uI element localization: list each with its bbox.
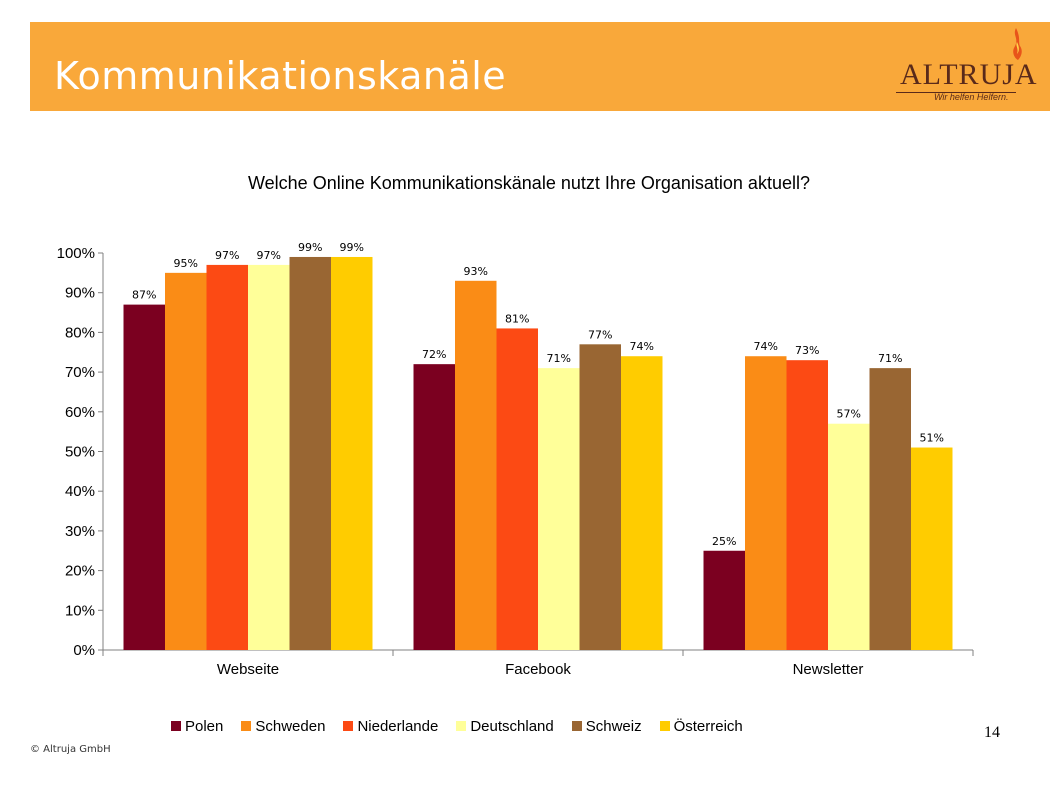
legend-swatch [343,721,354,731]
legend-label: Niederlande [357,717,439,735]
y-tick-label: 30% [65,523,95,540]
data-label: 97% [257,249,281,262]
legend-swatch [571,721,582,731]
data-label: 73% [795,344,819,357]
bar [703,550,745,650]
chart-legend: Polen Schweden Niederlande Deutschland Schwe… [171,716,761,736]
y-tick-label: 100% [57,245,95,262]
y-tick-label: 70% [65,364,95,381]
legend-item: Österreich [659,717,743,735]
legend-label: Schweden [255,717,326,735]
data-label: 95% [174,257,198,270]
data-label: 77% [588,328,612,341]
legend-swatch [241,721,252,731]
bar [413,364,455,650]
bar [911,447,953,650]
data-label: 74% [754,340,778,353]
y-tick-label: 10% [65,602,95,619]
y-tick-label: 60% [65,404,95,421]
data-label: 72% [422,348,446,361]
legend-label: Polen [185,717,224,735]
x-tick-label: Newsletter [793,661,864,678]
data-label: 74% [630,340,654,353]
y-tick-label: 80% [65,324,95,341]
logo-divider [896,92,1016,93]
y-tick-label: 40% [65,483,95,500]
logo-name: ALTRUJA [900,58,1038,91]
bar [745,356,787,650]
legend-swatch [456,721,467,731]
chart-title: Welche Online Kommunikationskänale nutzt… [248,173,810,193]
bar [869,368,911,650]
bar [289,256,331,650]
legend-item: Deutschland [456,717,554,735]
bar [538,368,580,650]
bar [579,344,621,650]
bar [455,280,497,650]
bar [206,264,248,650]
bar [828,423,870,650]
bar [786,360,828,650]
data-label: 71% [878,352,902,365]
legend-item: Polen [171,718,223,735]
legend-item: Niederlande [343,718,438,735]
copyright-text: © Altruja GmbH [30,744,111,755]
y-tick-label: 50% [65,444,95,461]
data-label: 71% [547,352,571,365]
legend-item: Schweiz [571,717,642,735]
bar [123,304,165,650]
bar [248,264,290,650]
bar-chart: 0% 10% 20% 30% 40% 50% 60% 70% 80% 90% 100% Webseit… [57,241,974,678]
bar [621,356,663,650]
legend-swatch [659,721,670,731]
bar [165,272,207,650]
data-label: 57% [837,408,861,421]
legend-label: Schweiz [585,717,642,735]
legend-swatch [171,721,181,731]
y-tick-label: 20% [65,563,95,580]
flame-icon [1013,28,1022,60]
data-label: 87% [132,289,156,302]
data-label: 97% [215,249,239,262]
y-tick-label: 90% [65,285,95,302]
legend-item: Schweden [241,718,325,735]
altruja-logo: ALTRUJA Wir helfen Helfern. [892,28,1037,108]
x-tick-label: Facebook [505,661,571,678]
x-tick-label: Webseite [217,661,279,678]
data-label: 93% [464,265,488,278]
page-number: 14 [984,724,1000,741]
bar [331,256,373,650]
bar [496,328,538,650]
data-label: 99% [340,241,364,254]
y-tick-label: 0% [73,642,95,659]
legend-label: Österreich [673,717,743,735]
data-label: 99% [298,241,322,254]
logo-tagline: Wir helfen Helfern. [934,92,1009,102]
page-title: Kommunikationskanäle [54,54,507,98]
header-bar: Kommunikationskanäle ALTRUJA Wir helfen … [30,22,1050,111]
data-label: 25% [712,535,736,548]
legend-label: Deutschland [470,717,554,735]
data-label: 81% [505,312,529,325]
data-label: 51% [920,432,944,445]
